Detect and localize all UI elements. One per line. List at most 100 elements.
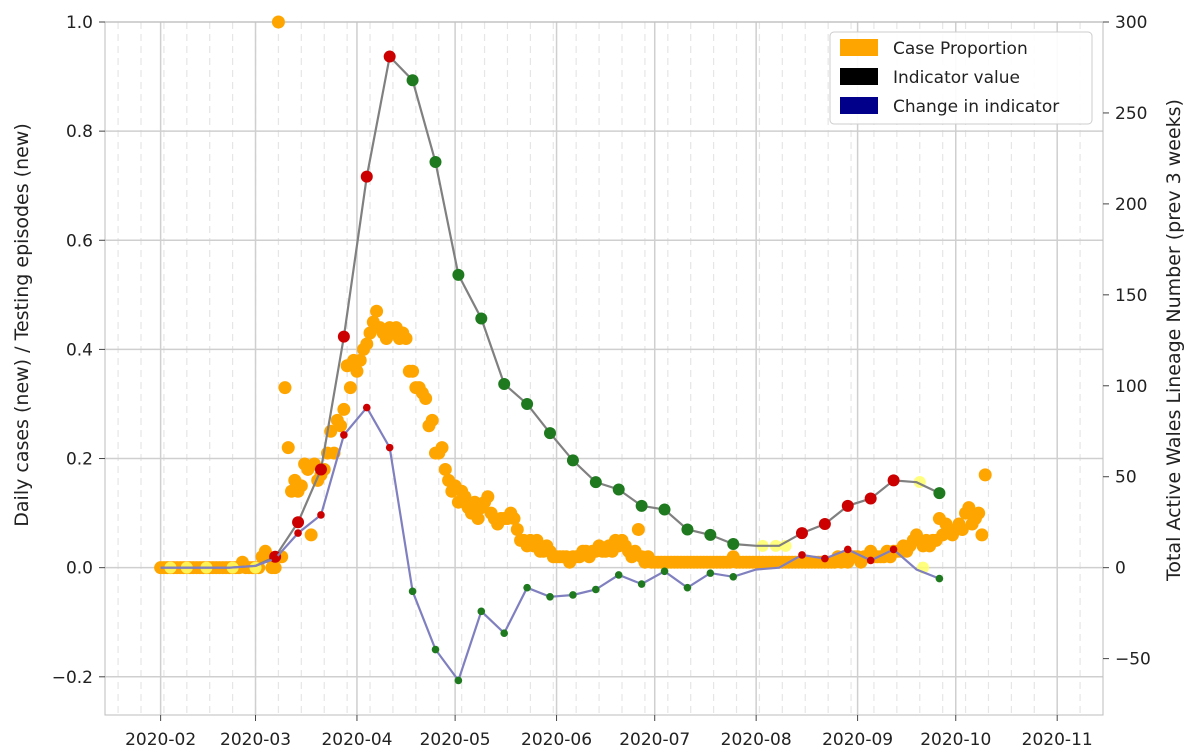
case-proportion-point [471, 512, 485, 526]
case-proportion-point [350, 364, 364, 378]
indicator-point-green [452, 268, 465, 281]
legend-label-indicator: Indicator value [893, 68, 1020, 88]
case-proportion-point [435, 441, 449, 455]
case-proportion-point [304, 528, 318, 542]
change-point-green [729, 572, 738, 581]
legend-label-change: Change in indicator [893, 97, 1059, 117]
change-point-green [454, 676, 463, 685]
indicator-point-green [498, 377, 511, 390]
indicator-point-red [818, 518, 831, 531]
indicator-point-green [635, 499, 648, 512]
change-point-green [408, 587, 417, 596]
change-point-red [866, 556, 875, 565]
x-tick-label: 2020-02 [125, 730, 196, 750]
case-proportion-point [955, 522, 969, 536]
indicator-point-green [475, 312, 488, 325]
change-point-green [614, 571, 623, 579]
legend-swatch-case [840, 39, 878, 56]
indicator-point-red [383, 50, 396, 63]
indicator-point-green [566, 454, 579, 467]
y-right-tick-label: −50 [1115, 650, 1151, 670]
x-tick-label: 2020-07 [619, 730, 690, 750]
indicator-point-green [681, 523, 694, 536]
indicator-value-line [160, 54, 940, 569]
minor-grid [117, 22, 1081, 715]
case-proportion-point [510, 522, 524, 536]
change-point-green [637, 580, 646, 588]
case-proportion-point [294, 479, 308, 493]
case-proportion-point [458, 490, 472, 504]
case-proportion-point [343, 381, 357, 395]
case-proportion-point [962, 501, 976, 515]
change-point-red [294, 529, 302, 537]
case-proportion-point [425, 413, 439, 427]
case-proportion-point [278, 381, 292, 395]
change-point-green [706, 569, 715, 577]
x-tick-label: 2020-11 [1022, 730, 1093, 750]
y-right-tick-label: 250 [1115, 104, 1147, 124]
major-grid [105, 21, 1103, 715]
change-point-green [569, 591, 577, 599]
y-axis-left: −0.2 0.0 0.2 0.4 0.6 0.8 1.0 [52, 13, 105, 688]
change-point-green [683, 583, 692, 592]
change-point-green [477, 607, 486, 616]
case-proportion-point [271, 15, 285, 29]
indicator-point-red [292, 516, 305, 529]
indicator-point-green [429, 156, 442, 169]
legend: Case Proportion Indicator value Change i… [829, 31, 1093, 125]
x-tick-label: 2020-08 [721, 730, 792, 750]
change-point-red [821, 554, 829, 563]
indicator-point-red [841, 499, 854, 512]
case-proportion-point [281, 441, 295, 455]
indicator-point-red [795, 527, 808, 540]
change-point-green [592, 585, 600, 594]
indicator-point-green [704, 528, 717, 541]
indicator-point-green [544, 427, 557, 440]
indicator-point-green [727, 538, 740, 551]
case-proportion-point [631, 522, 645, 536]
y-left-tick-label: 0.4 [66, 340, 93, 360]
y-left-tick-label: 0.2 [66, 450, 93, 470]
y-right-tick-label: 50 [1115, 468, 1137, 488]
case-proportion-point [978, 468, 992, 482]
case-proportion-point [419, 392, 433, 406]
y-right-tick-label: 100 [1115, 377, 1147, 397]
x-tick-label: 2020-06 [521, 730, 592, 750]
y-right-tick-label: 150 [1115, 286, 1147, 306]
y-right-tick-label: 200 [1115, 195, 1147, 215]
change-point-red [317, 511, 325, 519]
y-axis-right: −50 0 50 100 150 200 250 300 [1103, 13, 1151, 670]
indicator-point-green [406, 74, 419, 87]
indicator-point-green [521, 397, 534, 410]
case-proportion-point [530, 533, 544, 547]
legend-box [829, 31, 1093, 125]
indicator-point-red [864, 492, 877, 505]
y-left-tick-label: −0.2 [52, 668, 93, 688]
case-proportion-point [353, 353, 367, 367]
change-point-red [362, 403, 371, 412]
case-proportion-point [972, 506, 986, 520]
case-proportion-point [360, 337, 374, 351]
case-proportion-point [334, 419, 348, 433]
change-point-green [935, 574, 944, 583]
indicator-point-red [887, 474, 900, 487]
change-point-red [889, 545, 898, 554]
y-left-tick-label: 0.8 [66, 122, 93, 142]
x-tick-label: 2020-10 [920, 730, 991, 750]
case-proportion-point [268, 561, 282, 575]
y-right-tick-label: 0 [1115, 559, 1126, 579]
indicator-point-red [314, 463, 327, 476]
indicator-point-green [933, 487, 946, 500]
indicator-point-green [589, 476, 602, 489]
x-tick-label: 2020-05 [420, 730, 491, 750]
change-point-red [271, 554, 279, 563]
x-axis: 2020-02 2020-03 2020-04 2020-05 2020-06 2020-… [125, 715, 1093, 750]
case-proportion-point [370, 304, 384, 318]
case-proportion-point [337, 402, 351, 416]
x-tick-label: 2020-09 [822, 730, 893, 750]
change-point-green [523, 583, 531, 592]
indicator-point-red [337, 330, 350, 343]
change-point-red [340, 431, 348, 439]
plot-frame [104, 21, 1104, 716]
